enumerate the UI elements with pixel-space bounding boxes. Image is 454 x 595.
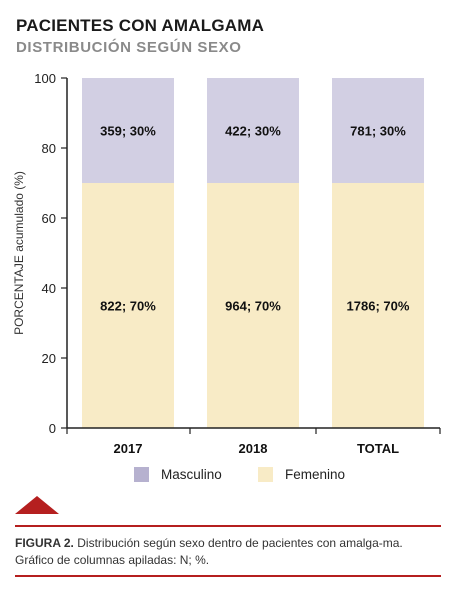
bar-masculino-2018	[207, 78, 299, 183]
bar-masculino-2017	[82, 78, 174, 183]
y-tick-label: 100	[34, 71, 56, 86]
legend-item-masculino: Masculino	[134, 467, 222, 482]
bar-femenino-total	[332, 183, 424, 428]
figure-caption-text: Distribución según sexo dentro de pacien…	[15, 536, 403, 567]
y-tick-label: 40	[42, 281, 56, 296]
data-label-femenino-2018: 964; 70%	[225, 299, 281, 314]
legend-swatch-masculino	[134, 467, 149, 482]
y-tick-label: 0	[49, 421, 56, 436]
caption-bottom-rule	[15, 575, 441, 577]
figure-caption: FIGURA 2. Distribución según sexo dentro…	[15, 535, 443, 569]
bar-femenino-2018	[207, 183, 299, 428]
y-tick-label: 20	[42, 351, 56, 366]
legend-swatch-femenino	[258, 467, 273, 482]
y-tick-label: 80	[42, 141, 56, 156]
caption-top-rule	[15, 525, 441, 527]
x-tick-label-2017: 2017	[114, 441, 143, 456]
x-tick-label-total: TOTAL	[357, 441, 399, 456]
data-label-femenino-2017: 822; 70%	[100, 299, 156, 314]
x-tick-label-2018: 2018	[239, 441, 268, 456]
legend-item-femenino: Femenino	[258, 467, 345, 482]
chart-title: PACIENTES CON AMALGAMA	[16, 16, 265, 35]
data-label-masculino-2017: 359; 30%	[100, 124, 156, 139]
bar-femenino-2017	[82, 183, 174, 428]
red-triangle-marker	[15, 496, 59, 514]
chart-subtitle: DISTRIBUCIÓN SEGÚN SEXO	[16, 39, 242, 56]
stacked-column-chart: 822; 70% 359; 30% 964; 70% 422; 30% 1786; 70…	[12, 71, 441, 456]
legend-label-femenino: Femenino	[285, 467, 346, 482]
y-tick-label: 60	[42, 211, 56, 226]
data-label-femenino-total: 1786; 70%	[347, 299, 410, 314]
chart-legend: Masculino Femenino	[0, 467, 454, 491]
data-label-masculino-total: 781; 30%	[350, 124, 406, 139]
data-label-masculino-2018: 422; 30%	[225, 124, 281, 139]
figure-label: FIGURA 2.	[15, 536, 74, 550]
legend-label-masculino: Masculino	[161, 467, 222, 482]
bar-masculino-total	[332, 78, 424, 183]
y-axis-title: PORCENTAJE acumulado (%)	[12, 171, 26, 335]
